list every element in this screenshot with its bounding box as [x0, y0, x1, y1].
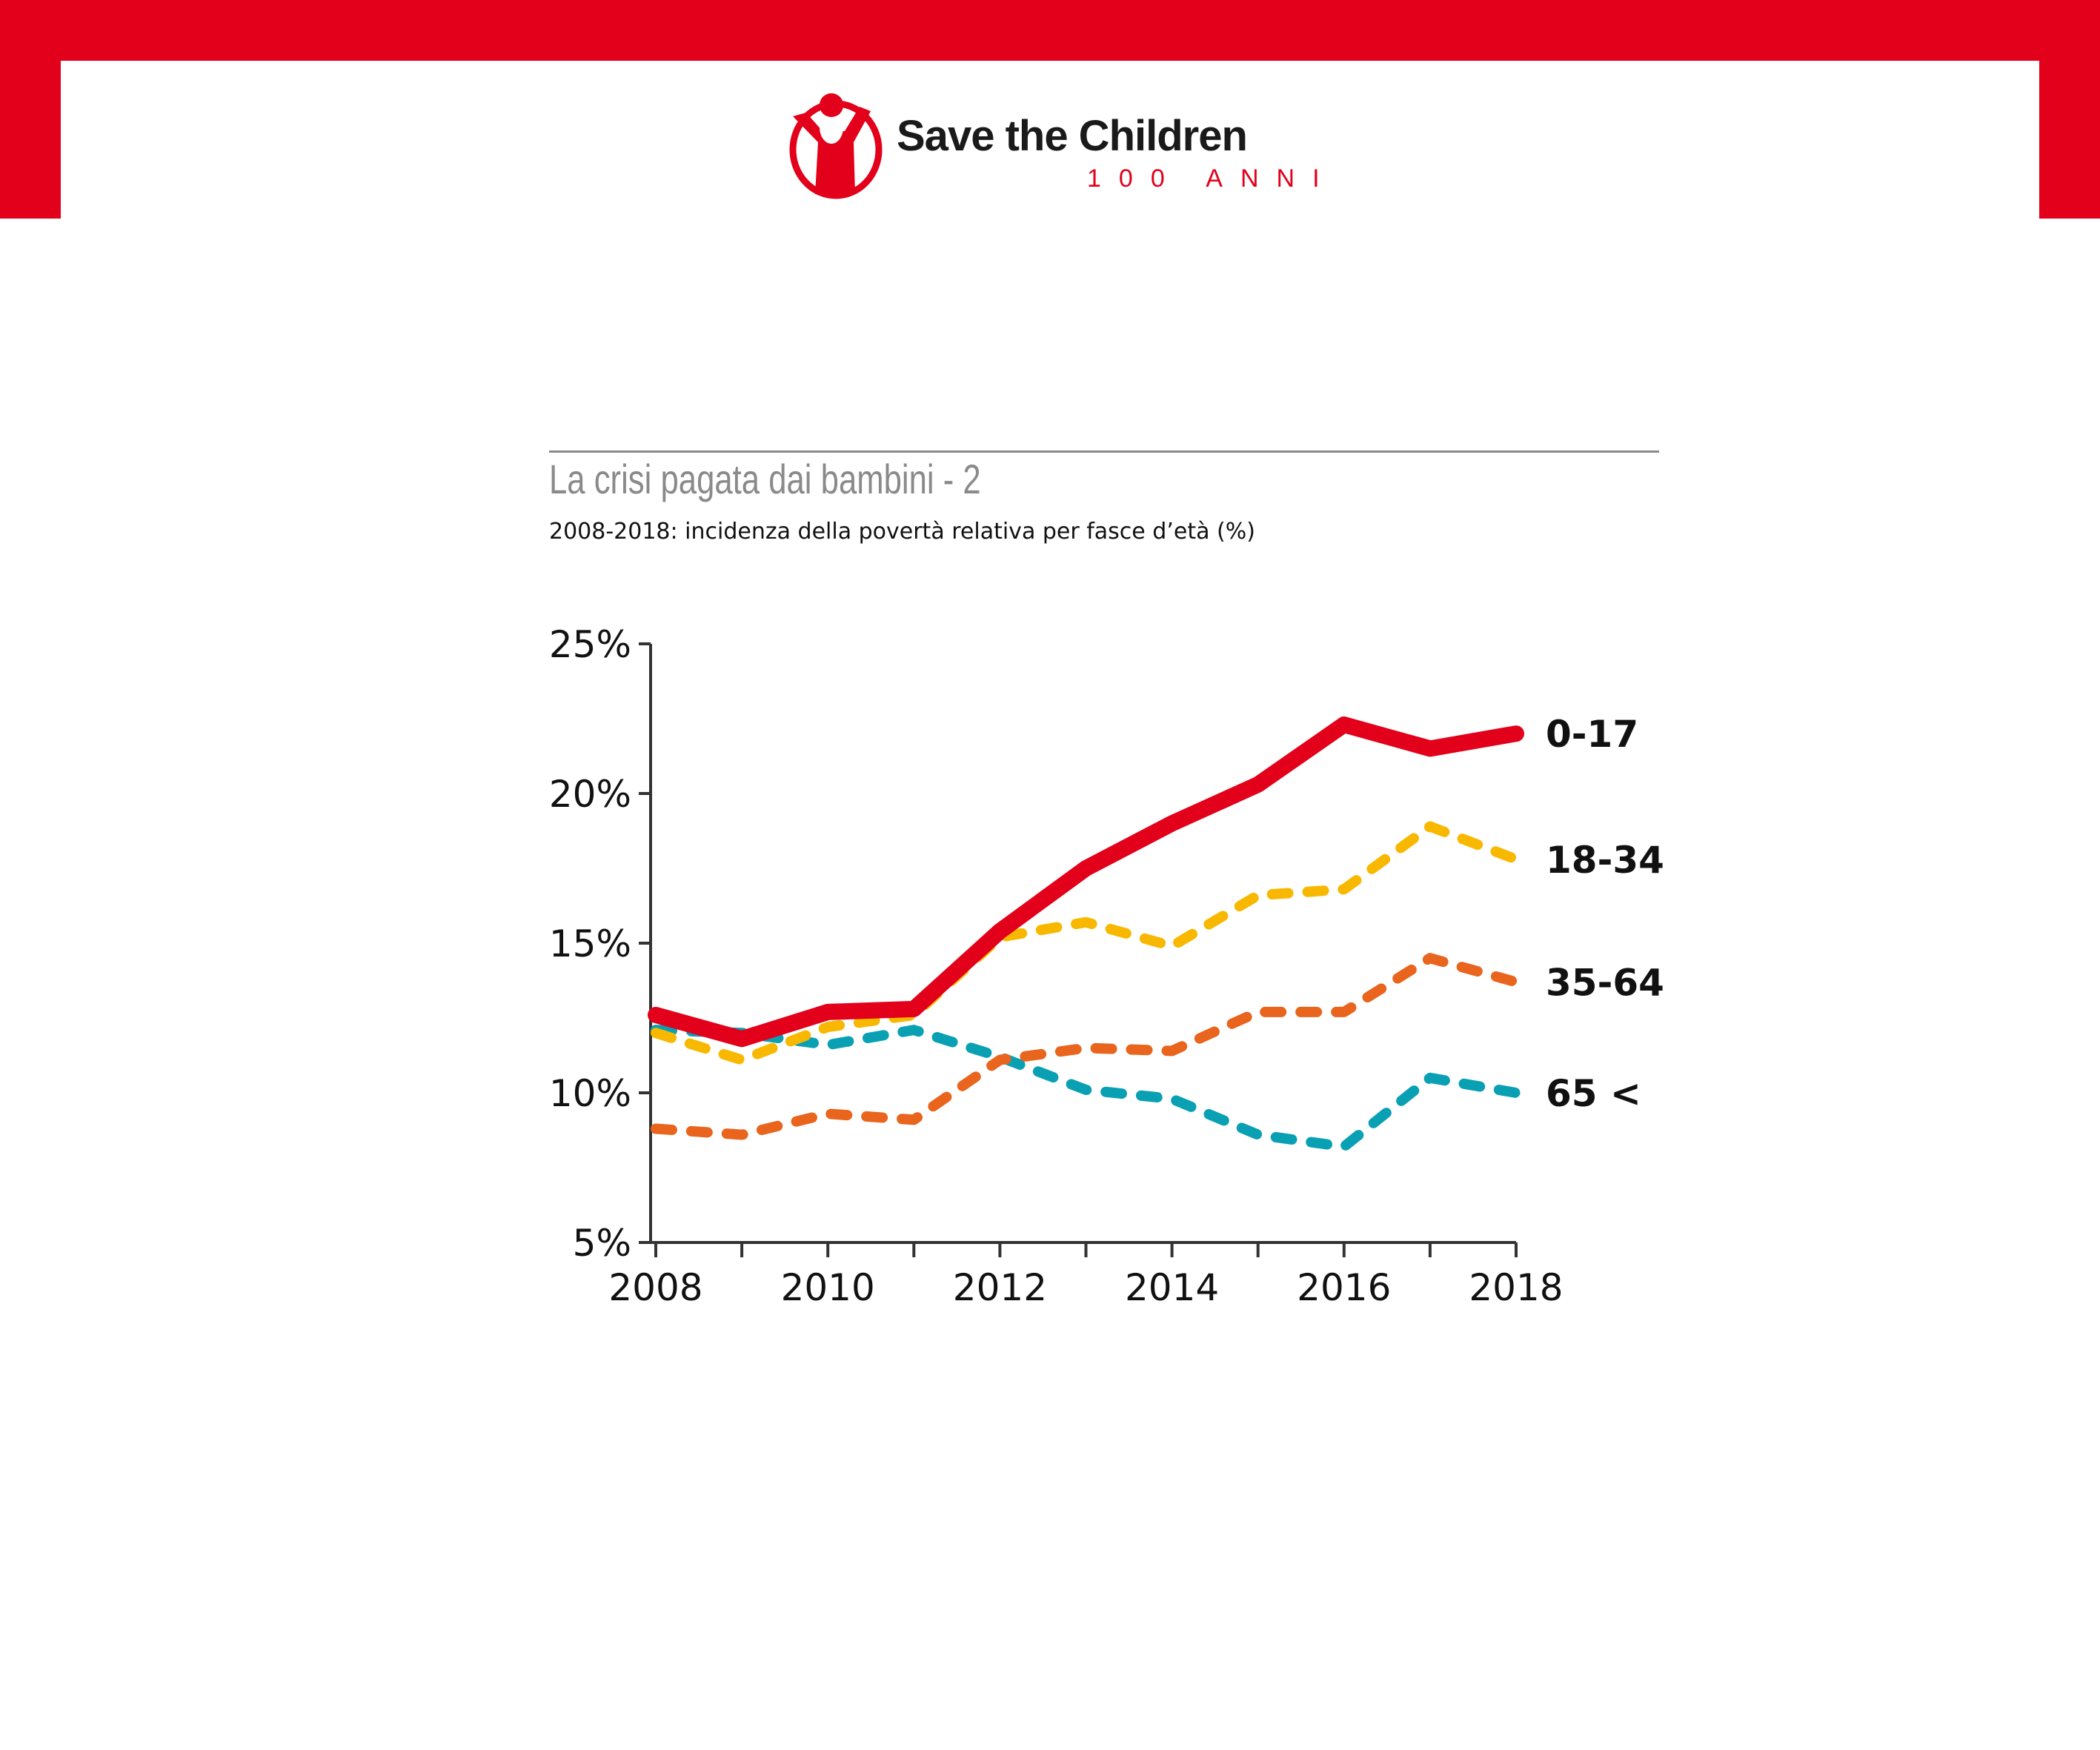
series-label: 35-64: [1546, 962, 1664, 1005]
series-line-35-64: [651, 953, 1521, 1140]
y-tick-label: 25%: [549, 623, 631, 666]
y-tick-label: 15%: [549, 922, 631, 965]
series-label: 0-17: [1546, 713, 1638, 756]
y-tick-label: 20%: [549, 773, 631, 816]
x-tick-label: 2008: [608, 1266, 702, 1309]
red-frame-left: [0, 0, 61, 219]
red-frame-top: [0, 0, 2100, 61]
chart-subtitle: 2008-2018: incidenza della povertà relat…: [549, 519, 1255, 545]
red-frame-right: [2039, 0, 2100, 219]
save-the-children-logo: Save the Children 100 ANNI: [785, 90, 1320, 202]
y-tick-label: 5%: [573, 1222, 631, 1265]
logo-wordmark: Save the Children: [897, 112, 1248, 160]
x-tick-label: 2016: [1297, 1266, 1391, 1309]
y-tick-label: 10%: [549, 1072, 631, 1115]
x-tick-label: 2012: [953, 1266, 1047, 1309]
x-tick-label: 2010: [781, 1266, 875, 1309]
child-emblem-icon: [789, 93, 883, 199]
series-line-0-17: [648, 716, 1524, 1048]
series-label: 18-34: [1546, 839, 1664, 882]
series-line-65-: [651, 1025, 1521, 1152]
series-label: 65 <: [1546, 1072, 1641, 1115]
logo-tagline: 100 ANNI: [1087, 164, 1338, 193]
title-rule: [549, 450, 1659, 453]
x-tick-label: 2014: [1125, 1266, 1219, 1309]
x-tick-label: 2018: [1469, 1266, 1563, 1309]
chart-title: La crisi pagata dai bambini - 2: [549, 456, 981, 502]
